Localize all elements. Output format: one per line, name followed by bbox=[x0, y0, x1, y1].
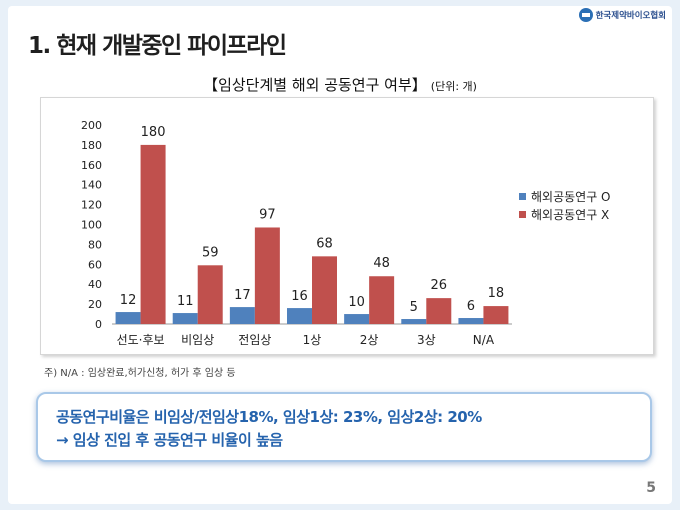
data-label: 17 bbox=[234, 288, 251, 303]
legend-label: 해외공동연구 X bbox=[531, 208, 609, 222]
data-label: 6 bbox=[467, 299, 475, 314]
y-tick-label: 200 bbox=[81, 119, 102, 132]
data-label: 59 bbox=[202, 245, 219, 260]
y-tick-label: 80 bbox=[88, 238, 102, 251]
x-tick-label: 3상 bbox=[417, 333, 436, 347]
x-tick-label: 선도·후보 bbox=[117, 333, 165, 347]
y-tick-label: 40 bbox=[88, 278, 102, 291]
data-label: 48 bbox=[373, 256, 390, 271]
legend-swatch bbox=[519, 211, 526, 218]
chart-title-row: 【임상단계별 해외 공동연구 여부】 (단위: 개) bbox=[0, 74, 680, 95]
data-label: 5 bbox=[410, 300, 418, 315]
legend-label: 해외공동연구 O bbox=[531, 190, 611, 204]
bar-with-collab bbox=[229, 307, 255, 324]
bar-without-collab bbox=[483, 306, 509, 324]
y-tick-label: 140 bbox=[81, 179, 102, 192]
data-label: 12 bbox=[120, 293, 137, 308]
data-label: 26 bbox=[431, 278, 448, 293]
data-label: 68 bbox=[316, 236, 333, 251]
y-tick-label: 20 bbox=[88, 298, 102, 311]
footnote: 주) N/A : 임상완료,허가신청, 허가 후 임상 등 bbox=[44, 368, 236, 379]
association-logo: 한국제약바이오협회 bbox=[578, 8, 666, 22]
bar-with-collab bbox=[458, 318, 484, 324]
y-tick-label: 160 bbox=[81, 159, 102, 172]
data-label: 10 bbox=[348, 295, 365, 310]
legend-swatch bbox=[519, 193, 526, 200]
logo-text: 한국제약바이오협회 bbox=[595, 11, 666, 21]
page-number: 5 bbox=[646, 480, 656, 496]
y-tick-label: 100 bbox=[81, 219, 102, 232]
bar-with-collab bbox=[172, 313, 198, 324]
bar-without-collab bbox=[254, 227, 280, 324]
data-label: 18 bbox=[488, 286, 505, 301]
data-label: 11 bbox=[177, 294, 194, 309]
bar-without-collab bbox=[312, 256, 337, 324]
bar-without-collab bbox=[369, 276, 395, 324]
bar-without-collab bbox=[426, 298, 452, 324]
summary-box: 공동연구비율은 비임상/전임상18%, 임상1상: 23%, 임상2상: 20%… bbox=[36, 392, 652, 462]
x-tick-label: 2상 bbox=[360, 333, 379, 347]
bar-without-collab bbox=[140, 144, 166, 324]
x-tick-label: 비임상 bbox=[181, 333, 214, 347]
bar-with-collab bbox=[344, 314, 370, 324]
data-label: 180 bbox=[141, 125, 166, 140]
x-tick-label: 1상 bbox=[303, 333, 322, 347]
bar-without-collab bbox=[197, 265, 223, 324]
chart-unit: (단위: 개) bbox=[430, 80, 477, 93]
data-label: 97 bbox=[259, 207, 276, 222]
logo-mark-icon bbox=[578, 8, 593, 22]
chart-frame: 0 20 40 60 80 100 120 140 160 180 200 12 180 선도·후보 11 5… bbox=[40, 97, 654, 355]
summary-line-1: 공동연구비율은 비임상/전임상18%, 임상1상: 23%, 임상2상: 20% bbox=[56, 408, 482, 426]
bar-with-collab bbox=[401, 319, 427, 324]
x-tick-label: N/A bbox=[473, 333, 495, 347]
y-tick-label: 60 bbox=[88, 258, 102, 271]
y-tick-label: 120 bbox=[81, 199, 102, 212]
bar-with-collab bbox=[115, 312, 141, 324]
x-tick-label: 전임상 bbox=[238, 333, 271, 347]
summary-line-2: → 임상 진입 후 공동연구 비율이 높음 bbox=[56, 431, 283, 449]
bar-with-collab bbox=[287, 308, 312, 324]
data-label: 16 bbox=[291, 289, 308, 304]
bar-chart: 0 20 40 60 80 100 120 140 160 180 200 12 180 선도·후보 11 5… bbox=[81, 119, 611, 347]
y-tick-label: 0 bbox=[95, 318, 102, 331]
chart-title: 【임상단계별 해외 공동연구 여부】 bbox=[203, 76, 427, 94]
page-title: 1. 현재 개발중인 파이프라인 bbox=[28, 33, 287, 59]
y-tick-label: 180 bbox=[81, 139, 102, 152]
